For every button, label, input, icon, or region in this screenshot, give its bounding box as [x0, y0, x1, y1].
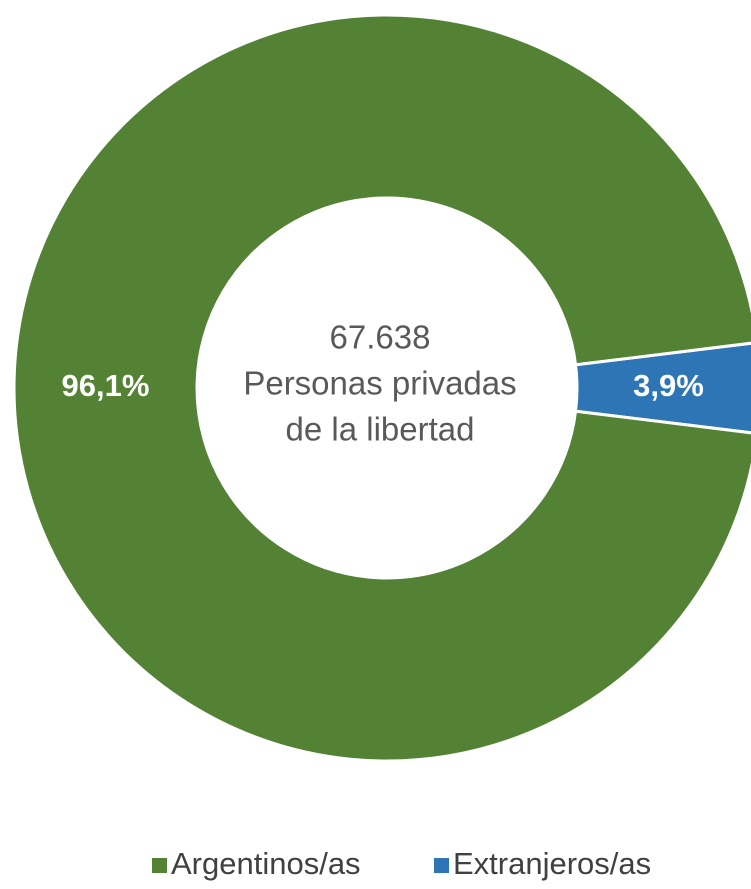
legend-label: Argentinos/as	[171, 846, 361, 881]
value-label: 3,9%	[633, 368, 704, 403]
center-text: de la libertad	[286, 411, 475, 448]
legend-swatch	[434, 858, 449, 873]
donut-slice	[12, 13, 751, 763]
center-text: Personas privadas	[243, 365, 516, 402]
center-text: 67.638	[330, 319, 431, 356]
legend-label: Extranjeros/as	[453, 846, 651, 881]
value-label: 96,1%	[62, 368, 150, 403]
legend-swatch	[152, 858, 167, 873]
